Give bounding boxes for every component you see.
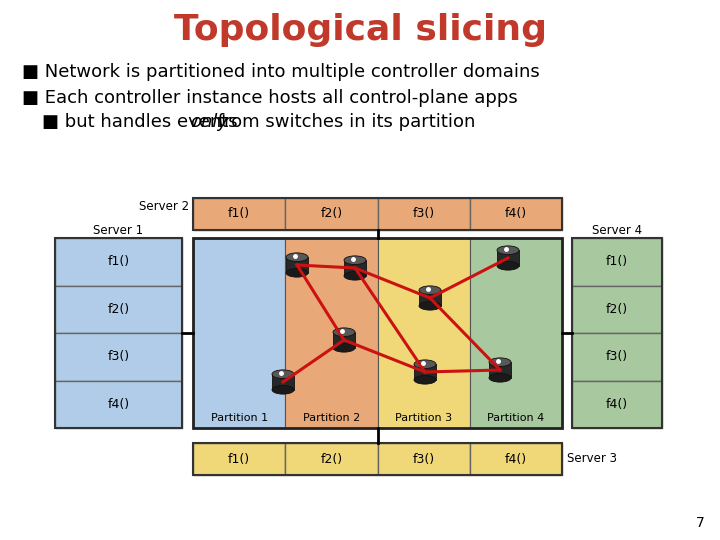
Text: f1(): f1() bbox=[228, 453, 250, 465]
Ellipse shape bbox=[272, 386, 294, 394]
Ellipse shape bbox=[497, 246, 519, 254]
Bar bbox=[55, 238, 182, 428]
Text: Partition 2: Partition 2 bbox=[302, 413, 360, 423]
Ellipse shape bbox=[419, 301, 441, 310]
Bar bbox=[285, 198, 377, 230]
Text: ■ but handles events: ■ but handles events bbox=[42, 113, 243, 131]
Bar bbox=[193, 443, 285, 475]
Bar bbox=[193, 238, 285, 428]
Ellipse shape bbox=[419, 286, 441, 294]
Text: 7: 7 bbox=[696, 516, 705, 530]
Bar bbox=[193, 198, 285, 230]
Text: f1(): f1() bbox=[606, 255, 628, 268]
Bar bbox=[572, 286, 662, 333]
Bar bbox=[572, 381, 662, 428]
Text: f3(): f3() bbox=[413, 453, 435, 465]
Text: f3(): f3() bbox=[606, 350, 628, 363]
Ellipse shape bbox=[489, 374, 511, 382]
Text: Partition 1: Partition 1 bbox=[210, 413, 268, 423]
Text: f1(): f1() bbox=[107, 255, 130, 268]
Bar bbox=[55, 333, 182, 381]
Bar bbox=[55, 286, 182, 333]
Text: Topological slicing: Topological slicing bbox=[174, 13, 546, 47]
Bar bbox=[469, 238, 562, 428]
Bar bbox=[377, 443, 469, 475]
Bar bbox=[377, 238, 469, 428]
Bar bbox=[286, 257, 308, 273]
Text: ■ Each controller instance hosts all control-plane apps: ■ Each controller instance hosts all con… bbox=[22, 89, 518, 107]
Bar bbox=[285, 238, 377, 428]
Text: Server 3: Server 3 bbox=[567, 453, 617, 465]
Text: f3(): f3() bbox=[107, 350, 130, 363]
Text: f4(): f4() bbox=[107, 398, 130, 411]
Text: f2(): f2() bbox=[320, 453, 343, 465]
Text: f2(): f2() bbox=[320, 207, 343, 220]
Ellipse shape bbox=[272, 370, 294, 379]
Bar bbox=[193, 198, 562, 230]
Bar bbox=[55, 238, 182, 286]
Text: f2(): f2() bbox=[107, 303, 130, 316]
Text: Server 4: Server 4 bbox=[592, 224, 642, 237]
Bar bbox=[193, 238, 562, 428]
Bar bbox=[285, 443, 377, 475]
Bar bbox=[572, 333, 662, 381]
Ellipse shape bbox=[333, 328, 355, 336]
Text: ■ Network is partitioned into multiple controller domains: ■ Network is partitioned into multiple c… bbox=[22, 63, 540, 81]
Ellipse shape bbox=[286, 268, 308, 277]
Text: f2(): f2() bbox=[606, 303, 628, 316]
Bar bbox=[497, 250, 519, 266]
Text: f1(): f1() bbox=[228, 207, 250, 220]
Bar bbox=[193, 443, 562, 475]
Bar bbox=[377, 198, 469, 230]
Bar bbox=[572, 238, 662, 286]
Text: f4(): f4() bbox=[606, 398, 628, 411]
Text: f4(): f4() bbox=[505, 453, 527, 465]
Bar bbox=[333, 332, 355, 348]
Bar bbox=[272, 374, 294, 390]
Text: f4(): f4() bbox=[505, 207, 527, 220]
Ellipse shape bbox=[489, 358, 511, 367]
Ellipse shape bbox=[344, 272, 366, 280]
Bar bbox=[55, 381, 182, 428]
Text: f3(): f3() bbox=[413, 207, 435, 220]
Bar bbox=[344, 260, 366, 276]
Ellipse shape bbox=[286, 253, 308, 261]
Ellipse shape bbox=[497, 261, 519, 270]
Bar bbox=[419, 290, 441, 306]
Bar bbox=[572, 238, 662, 428]
Ellipse shape bbox=[344, 256, 366, 265]
Bar bbox=[489, 362, 511, 378]
Text: Partition 4: Partition 4 bbox=[487, 413, 544, 423]
Text: only: only bbox=[190, 113, 228, 131]
Ellipse shape bbox=[333, 343, 355, 352]
Bar bbox=[469, 443, 562, 475]
Bar bbox=[469, 198, 562, 230]
Text: Server 1: Server 1 bbox=[94, 224, 143, 237]
Ellipse shape bbox=[414, 360, 436, 368]
Ellipse shape bbox=[414, 375, 436, 384]
Text: Partition 3: Partition 3 bbox=[395, 413, 452, 423]
Bar bbox=[414, 364, 436, 380]
Text: Server 2: Server 2 bbox=[139, 199, 189, 213]
Text: from switches in its partition: from switches in its partition bbox=[212, 113, 475, 131]
